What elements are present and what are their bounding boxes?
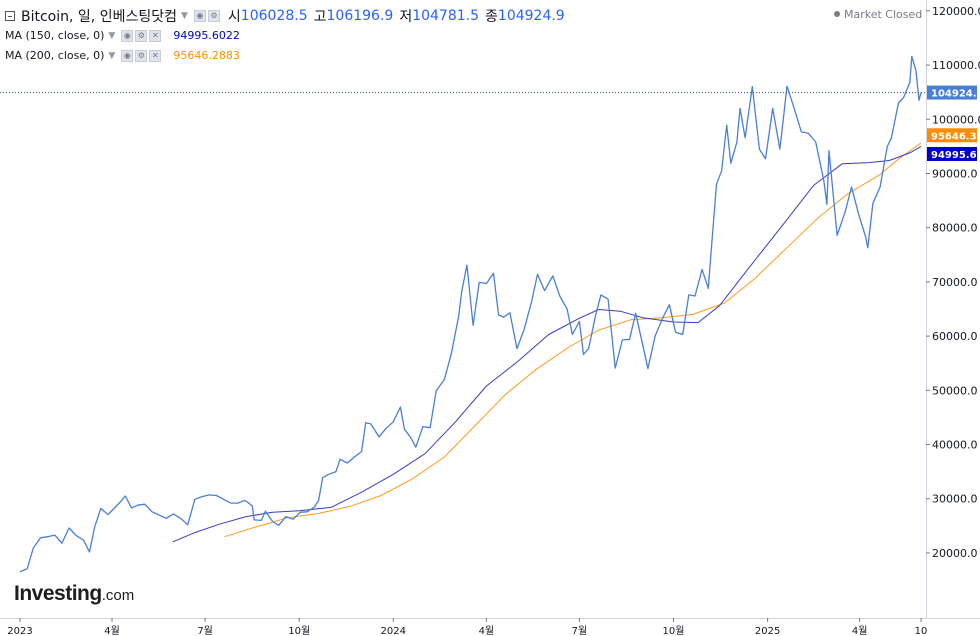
collapse-icon[interactable]: [5, 11, 15, 21]
y-tick-label: 60000.0: [932, 330, 978, 343]
ohlc-open-label: 시: [227, 9, 241, 25]
y-tick-label: 110000.0: [932, 59, 980, 72]
price-value-label-bg: [927, 85, 977, 100]
x-tick-label: 10월: [288, 625, 310, 636]
series-line-price: [19, 55, 922, 573]
ma150-legend: MA (150, close, 0) ▼ ◉ ⚙ ✕ 94995.6022: [5, 29, 240, 42]
visibility-icon[interactable]: ◉: [193, 10, 206, 22]
ohlc-high-value: 106196.9: [326, 8, 394, 24]
close-icon[interactable]: ✕: [149, 49, 162, 62]
x-tick-label: 4월: [852, 625, 868, 636]
ohlc-open-value: 106028.5: [240, 8, 308, 24]
price-value-label: 104924.9: [931, 89, 980, 100]
market-status-text: Market Closed: [844, 8, 923, 21]
chevron-down-icon[interactable]: ▼: [108, 30, 116, 41]
visibility-icon[interactable]: ◉: [121, 49, 134, 62]
y-tick-label: 90000.0: [932, 167, 978, 180]
ma200-legend: MA (200, close, 0) ▼ ◉ ⚙ ✕ 95646.2883: [5, 49, 240, 62]
ma150-value: 94995.6022: [173, 29, 240, 42]
series-line-ma150: [172, 145, 922, 543]
series-line-ma200: [224, 142, 922, 538]
status-dot-icon: [834, 11, 840, 17]
settings-icon[interactable]: ⚙: [135, 49, 148, 62]
logo-text: Investing: [14, 582, 102, 605]
x-tick-label: 10월: [663, 625, 685, 636]
y-tick-label: 80000.0: [932, 222, 978, 235]
y-tick-label: 50000.0: [932, 384, 978, 397]
symbol-title[interactable]: Bitcoin, 일, 인베스팅닷컴: [21, 9, 177, 25]
visibility-icon[interactable]: ◉: [121, 29, 134, 42]
market-status: Market Closed: [834, 8, 922, 21]
x-tick-label: 2023: [7, 626, 32, 636]
chart-header: Bitcoin, 일, 인베스팅닷컴 ▼ ◉ ⚙ 시 106028.5 고 10…: [5, 6, 565, 26]
ohlc-close-label: 종: [485, 9, 498, 25]
chevron-down-icon[interactable]: ▼: [108, 50, 116, 61]
y-tick-label: 30000.0: [932, 493, 978, 506]
y-tick-label: 70000.0: [932, 276, 978, 289]
ma200-name[interactable]: MA (200, close, 0): [5, 49, 105, 62]
ma200-value-label: 95646.3: [931, 131, 977, 142]
settings-icon[interactable]: ⚙: [135, 29, 148, 42]
y-tick-label: 100000.0: [932, 113, 980, 126]
logo-suffix: .com: [101, 587, 135, 604]
x-tick-label: 4월: [479, 625, 495, 636]
x-tick-label: 2025: [755, 626, 780, 636]
ma150-value-label: 94995.6: [931, 150, 977, 161]
ohlc-high-label: 고: [313, 9, 327, 25]
ma150-value-label-bg: [927, 146, 977, 161]
chevron-down-icon[interactable]: ▼: [180, 11, 188, 21]
ohlc-low-label: 저: [399, 9, 413, 25]
ma150-name[interactable]: MA (150, close, 0): [5, 29, 105, 42]
close-icon[interactable]: ✕: [149, 29, 162, 42]
investing-logo[interactable]: Investing.com: [14, 582, 134, 606]
settings-icon[interactable]: ⚙: [207, 10, 220, 22]
ma200-value: 95646.2883: [173, 49, 240, 62]
ohlc-low-value: 104781.5: [412, 8, 480, 24]
y-tick-label: 20000.0: [932, 547, 978, 560]
ma200-value-label-bg: [927, 128, 977, 143]
x-tick-label: 10: [915, 626, 928, 636]
y-tick-label: 120000.0: [932, 5, 980, 18]
ohlc-close-value: 104924.9: [497, 8, 565, 24]
x-tick-label: 4월: [104, 625, 120, 636]
x-tick-label: 7월: [197, 625, 213, 636]
y-tick-label: 40000.0: [932, 439, 978, 452]
x-tick-label: 2024: [381, 626, 406, 636]
x-tick-label: 7월: [572, 625, 588, 636]
